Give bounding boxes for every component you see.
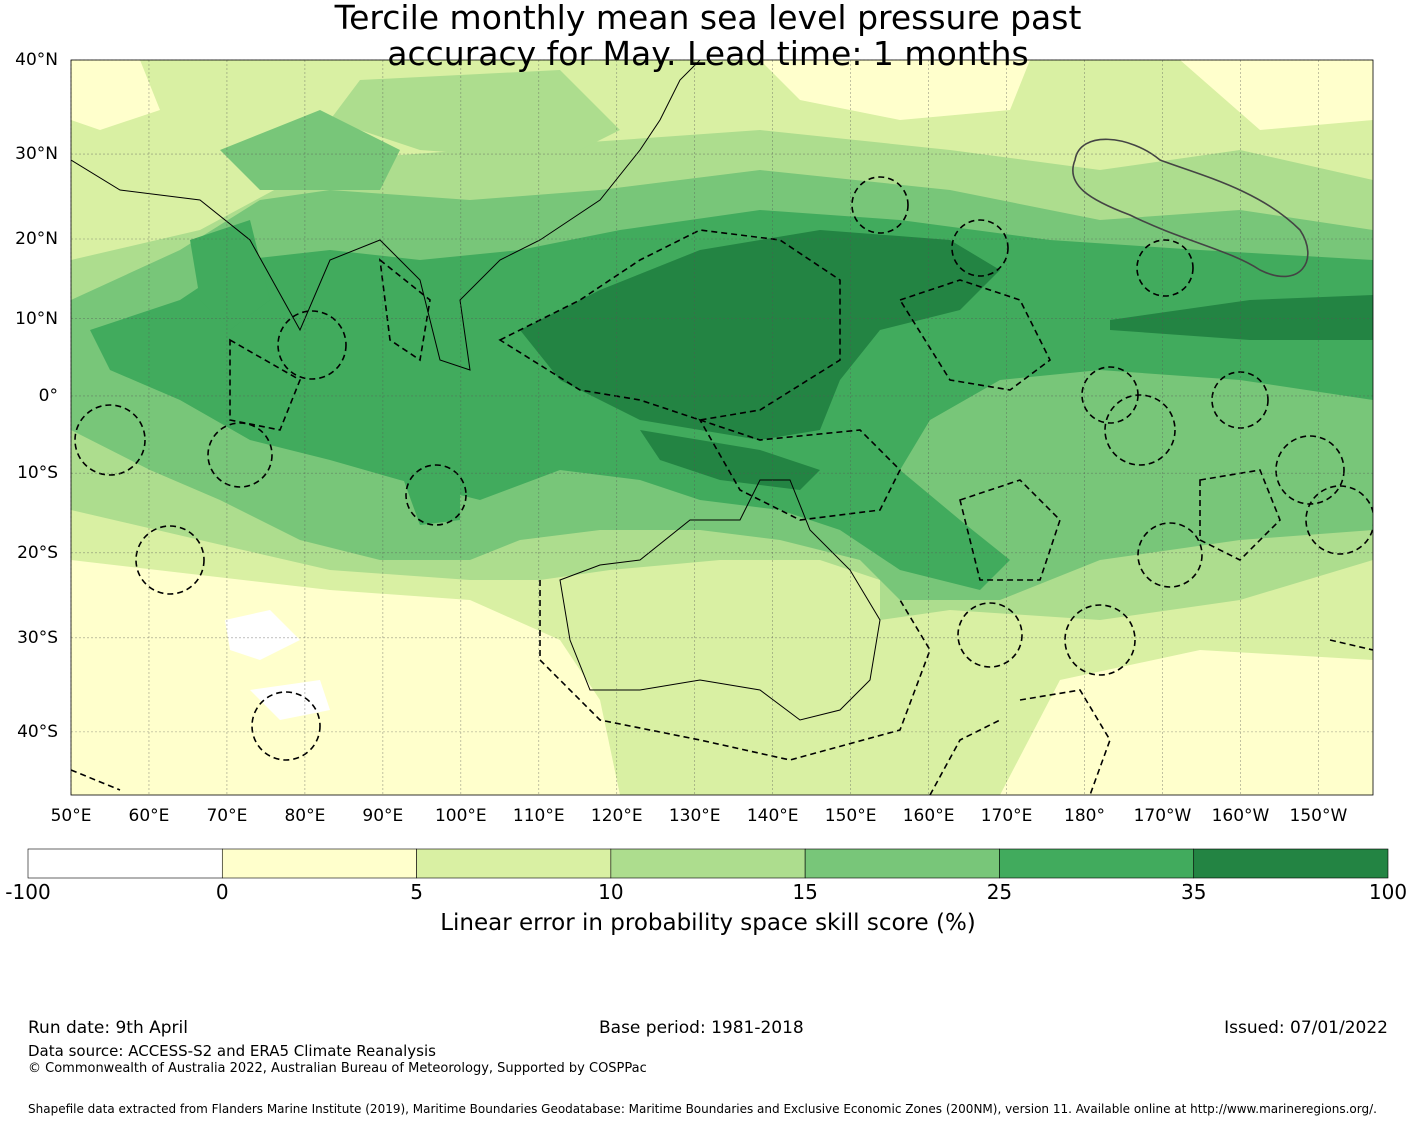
colorbar-bin bbox=[1193, 848, 1389, 879]
colorbar-bin bbox=[999, 848, 1195, 879]
lon-tick-label: 160°E bbox=[902, 806, 955, 826]
base-period: Base period: 1981-2018 bbox=[599, 1018, 804, 1038]
title-line-2: accuracy for May. Lead time: 1 months bbox=[387, 34, 1029, 73]
colorbar-tick-label: 0 bbox=[215, 880, 229, 904]
lon-tick-label: 80°E bbox=[284, 806, 326, 826]
colorbar-tick-label: 5 bbox=[410, 880, 423, 904]
colorbar-bin bbox=[221, 848, 417, 879]
copyright-notice: © Commonwealth of Australia 2022, Austra… bbox=[28, 1061, 647, 1076]
lon-tick-label: 120°E bbox=[590, 806, 643, 826]
lat-tick-label: 30°N bbox=[15, 144, 58, 165]
lon-tick-label: 100°E bbox=[434, 806, 487, 826]
data-source: Data source: ACCESS-S2 and ERA5 Climate … bbox=[28, 1042, 436, 1060]
lon-tick-label: 90°E bbox=[362, 806, 404, 826]
lon-tick-label: 150°W bbox=[1289, 806, 1348, 826]
lat-tick-label: 40°S bbox=[17, 721, 58, 742]
run-date: Run date: 9th April bbox=[28, 1018, 188, 1038]
lat-tick-label: 30°S bbox=[17, 627, 58, 648]
colorbar-label: Linear error in probability space skill … bbox=[440, 910, 976, 936]
colorbar-tick-label: 35 bbox=[1180, 880, 1207, 904]
issued-date: Issued: 07/01/2022 bbox=[1224, 1018, 1388, 1038]
colorbar bbox=[27, 848, 1389, 879]
colorbar-bin bbox=[804, 848, 1000, 879]
lon-tick-label: 160°W bbox=[1211, 806, 1270, 826]
colorbar-tick-label: -100 bbox=[5, 880, 51, 904]
shapefile-credit: Shapefile data extracted from Flanders M… bbox=[28, 1102, 1377, 1116]
lon-tick-label: 170°W bbox=[1133, 806, 1192, 826]
lat-tick-label: 40°N bbox=[15, 50, 58, 70]
lon-tick-label: 130°E bbox=[668, 806, 721, 826]
colorbar-bin bbox=[416, 848, 612, 879]
lat-tick-label: 10°N bbox=[15, 308, 58, 329]
lon-tick-label: 60°E bbox=[128, 806, 170, 826]
colorbar-tick-label: 10 bbox=[598, 880, 624, 904]
lon-tick-label: 50°E bbox=[50, 806, 92, 826]
map-frame bbox=[70, 59, 1374, 796]
lon-tick-label: 70°E bbox=[206, 806, 248, 826]
lat-tick-label: 20°S bbox=[17, 542, 58, 563]
colorbar-tick-label: 25 bbox=[986, 880, 1013, 904]
lon-tick-label: 110°E bbox=[512, 806, 565, 826]
skill-score-field bbox=[71, 60, 1373, 795]
colorbar-tick-label: 100 bbox=[1368, 880, 1408, 904]
colorbar-tick-label: 15 bbox=[792, 880, 818, 904]
title-line-1: Tercile monthly mean sea level pressure … bbox=[334, 0, 1082, 37]
colorbar-bin bbox=[27, 848, 223, 879]
lat-tick-label: 0° bbox=[38, 385, 58, 406]
map-title: Tercile monthly mean sea level pressure … bbox=[0, 0, 1416, 72]
lon-tick-label: 170°E bbox=[980, 806, 1033, 826]
colorbar-bin bbox=[610, 848, 806, 879]
lat-tick-label: 10°S bbox=[17, 463, 58, 484]
lat-tick-label: 20°N bbox=[15, 229, 58, 249]
lon-tick-label: 150°E bbox=[824, 806, 877, 826]
lon-tick-label: 140°E bbox=[746, 806, 799, 826]
graticule bbox=[70, 59, 1373, 795]
lon-tick-label: 180° bbox=[1064, 806, 1106, 826]
